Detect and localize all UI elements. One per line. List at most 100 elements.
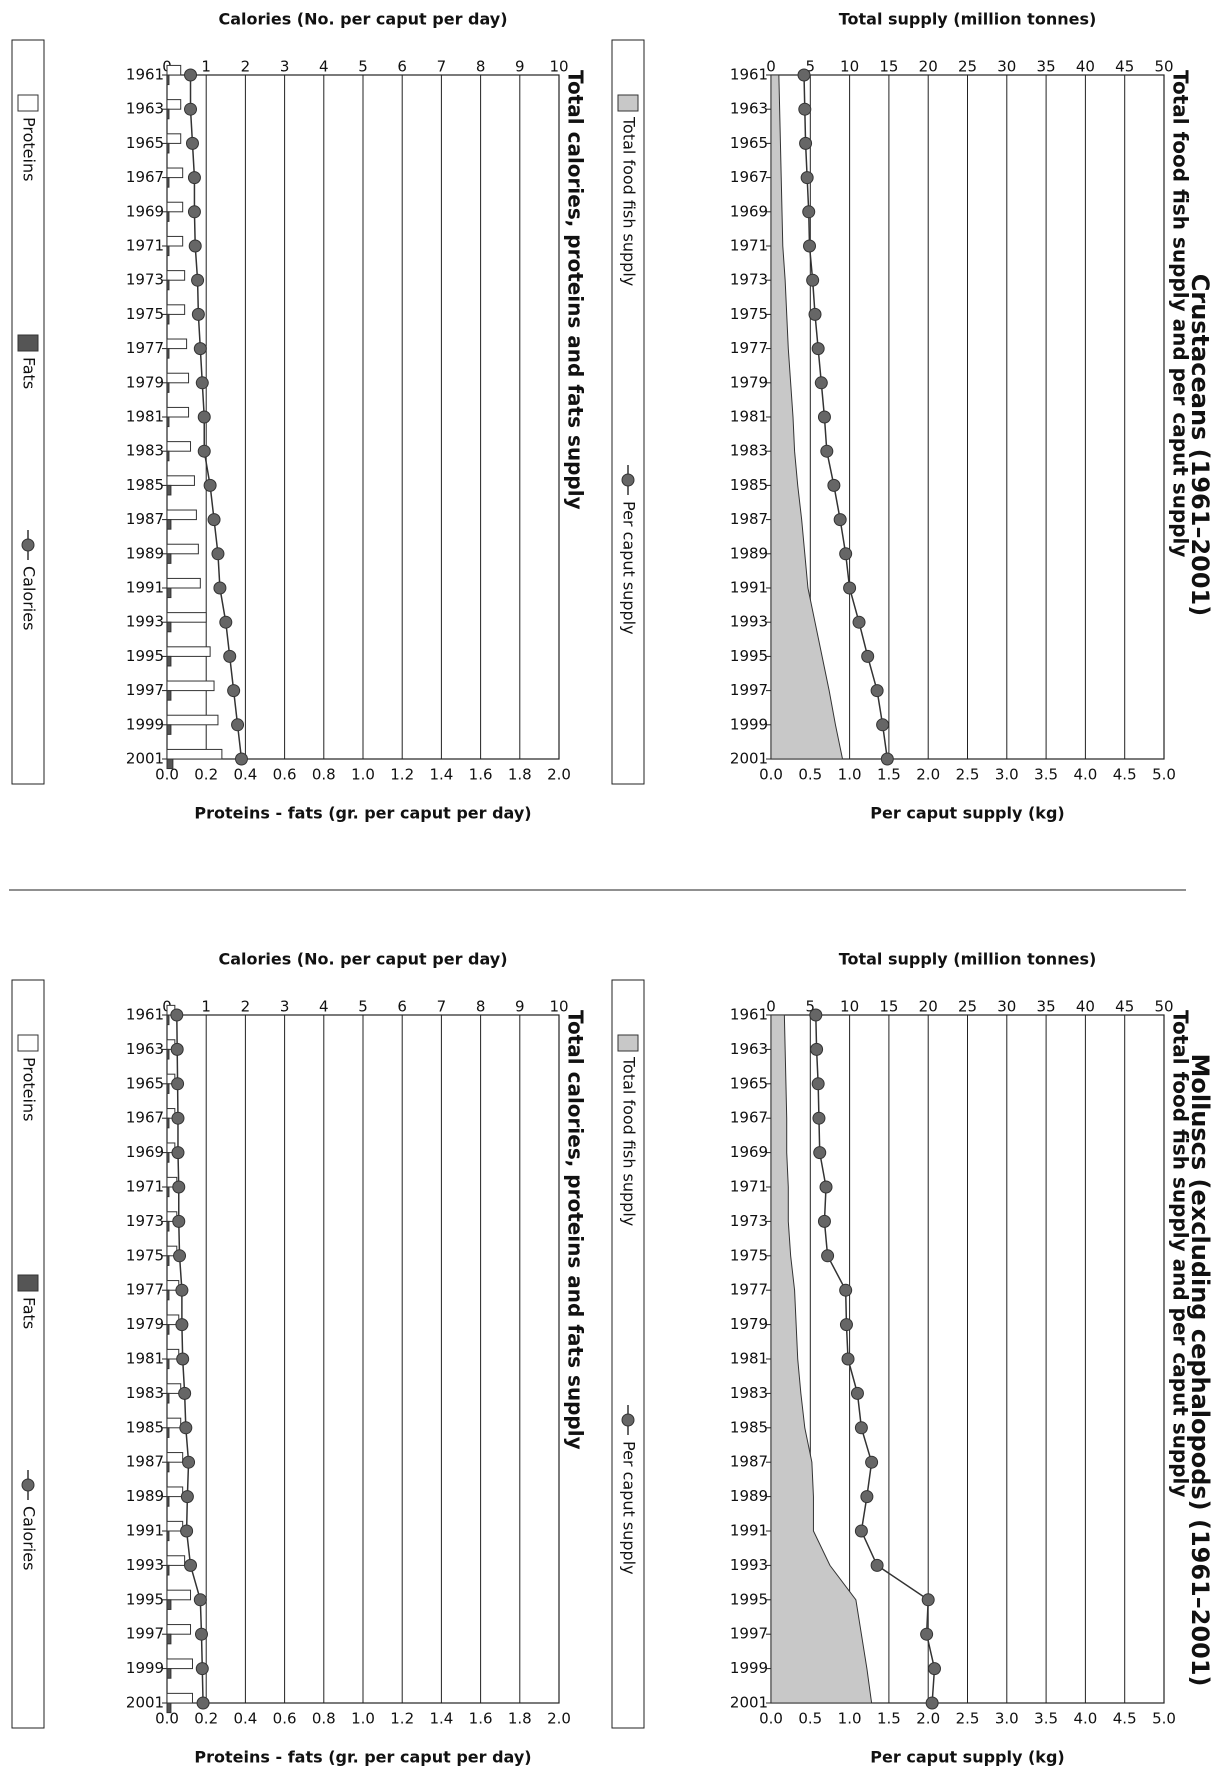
right-tick-label: 1.2	[390, 1710, 414, 1728]
total-supply-area	[770, 1014, 873, 1704]
fats-bar	[166, 1255, 170, 1266]
left-tick-label: 5	[806, 998, 816, 1016]
per-caput-point	[920, 1627, 934, 1641]
legend-swatch-total-supply	[617, 1034, 639, 1052]
fats-bar	[166, 1014, 170, 1026]
calories-point	[178, 1386, 192, 1400]
right-tick-label: 0.0	[155, 1710, 179, 1728]
proteins-bar	[166, 577, 201, 589]
category-tick-label: 1987	[730, 1453, 768, 1471]
category-tick-label: 1985	[126, 1418, 164, 1436]
calories-point	[234, 752, 248, 766]
right-tick-label: 1.6	[469, 1710, 493, 1728]
legend-frame	[611, 39, 645, 785]
category-tick-label: 1969	[730, 202, 768, 220]
nutrition-legend: Proteins Fats Calories	[11, 39, 45, 785]
fats-bar	[166, 177, 170, 188]
legend-marker-per-caput	[621, 473, 635, 487]
per-caput-point	[811, 342, 825, 356]
category-tick-label: 1977	[126, 1281, 164, 1299]
per-caput-point	[821, 1249, 835, 1263]
proteins-bar	[166, 475, 195, 486]
legend-frame	[11, 39, 45, 785]
left-tick-label: 3	[280, 58, 290, 76]
fats-bar	[166, 245, 170, 257]
right-tick-label: 5.0	[1152, 1710, 1176, 1728]
fats-bar	[166, 382, 170, 393]
proteins-bar	[166, 1452, 184, 1463]
calories-point	[219, 615, 233, 629]
proteins-bar	[166, 646, 211, 657]
category-tick-label: 1979	[730, 1315, 768, 1333]
left-tick-label: 10	[549, 998, 568, 1016]
per-caput-point	[850, 1386, 864, 1400]
proteins-bar	[166, 1624, 192, 1635]
left-tick-label: 50	[1154, 998, 1173, 1016]
category-tick-label: 1987	[730, 510, 768, 528]
fats-bar	[166, 279, 170, 291]
category-tick-label: 1991	[730, 1522, 768, 1540]
proteins-bar	[166, 714, 219, 726]
fats-bar	[166, 1117, 170, 1129]
proteins-bar	[166, 235, 184, 247]
right-tick-label: 2.5	[956, 766, 980, 784]
left-tick-label: 10	[840, 998, 859, 1016]
category-tick-label: 1987	[126, 510, 164, 528]
per-caput-point	[800, 171, 814, 185]
calories-point	[197, 444, 211, 458]
supply-legend: Total food fish supply Per caput supply	[611, 979, 645, 1729]
per-caput-point	[820, 444, 834, 458]
calories-point	[184, 68, 198, 82]
calories-point	[182, 1455, 196, 1469]
fats-bar	[166, 1702, 172, 1714]
per-caput-point	[854, 1421, 868, 1435]
left-tick-label: 4	[319, 58, 329, 76]
category-tick-label: 1969	[126, 202, 164, 220]
right-tick-label: 0.8	[312, 766, 336, 784]
category-tick-label: 1989	[730, 544, 768, 562]
left-tick-label: 35	[1037, 998, 1056, 1016]
fats-bar	[166, 74, 170, 86]
legend-label-total-supply: Total food fish supply	[620, 116, 639, 286]
calories-point	[193, 1593, 207, 1607]
proteins-bar	[166, 372, 190, 384]
category-tick-label: 1975	[126, 305, 164, 323]
section-title-crustaceans: Crustaceans (1961–2001)	[1186, 274, 1214, 616]
proteins-bar	[166, 441, 192, 452]
category-tick-label: 1965	[126, 134, 164, 152]
per-caput-point	[817, 1214, 831, 1228]
per-caput-point	[799, 136, 813, 150]
chart-panel-crustaceans-nutrition: Total calories, proteins and fats supply…	[11, 10, 588, 823]
left-tick-label: 0	[766, 998, 776, 1016]
category-tick-label: 1979	[730, 373, 768, 391]
calories-point	[184, 102, 198, 116]
per-caput-point	[833, 513, 847, 527]
category-tick-label: 1995	[730, 647, 768, 665]
per-caput-point	[876, 718, 890, 732]
category-tick-label: 1975	[730, 305, 768, 323]
category-tick-label: 1963	[730, 1040, 768, 1058]
category-tick-label: 1991	[730, 579, 768, 597]
right-tick-label: 2.0	[547, 1710, 571, 1728]
calories-point	[173, 1249, 187, 1263]
calories-point	[185, 136, 199, 150]
legend-swatch-total-supply	[617, 94, 639, 112]
per-caput-point	[870, 684, 884, 698]
category-tick-label: 1995	[126, 647, 164, 665]
calories-point	[211, 547, 225, 561]
per-caput-point	[811, 1077, 825, 1091]
supply-legend: Total food fish supply Per caput supply	[611, 39, 645, 785]
category-tick-label: 1983	[126, 1384, 164, 1402]
left-tick-label: 25	[958, 58, 977, 76]
calories-point	[172, 1180, 186, 1194]
fats-bar	[166, 587, 172, 599]
right-tick-label: 0.8	[312, 1710, 336, 1728]
right-tick-label: 1.0	[351, 1710, 375, 1728]
calories-point	[179, 1421, 193, 1435]
calories-point	[187, 171, 201, 185]
per-caput-point	[865, 1455, 879, 1469]
per-caput-point	[839, 1283, 853, 1297]
proteins-bar	[166, 1486, 184, 1498]
right-axis-title: Per caput supply (kg)	[870, 804, 1064, 823]
